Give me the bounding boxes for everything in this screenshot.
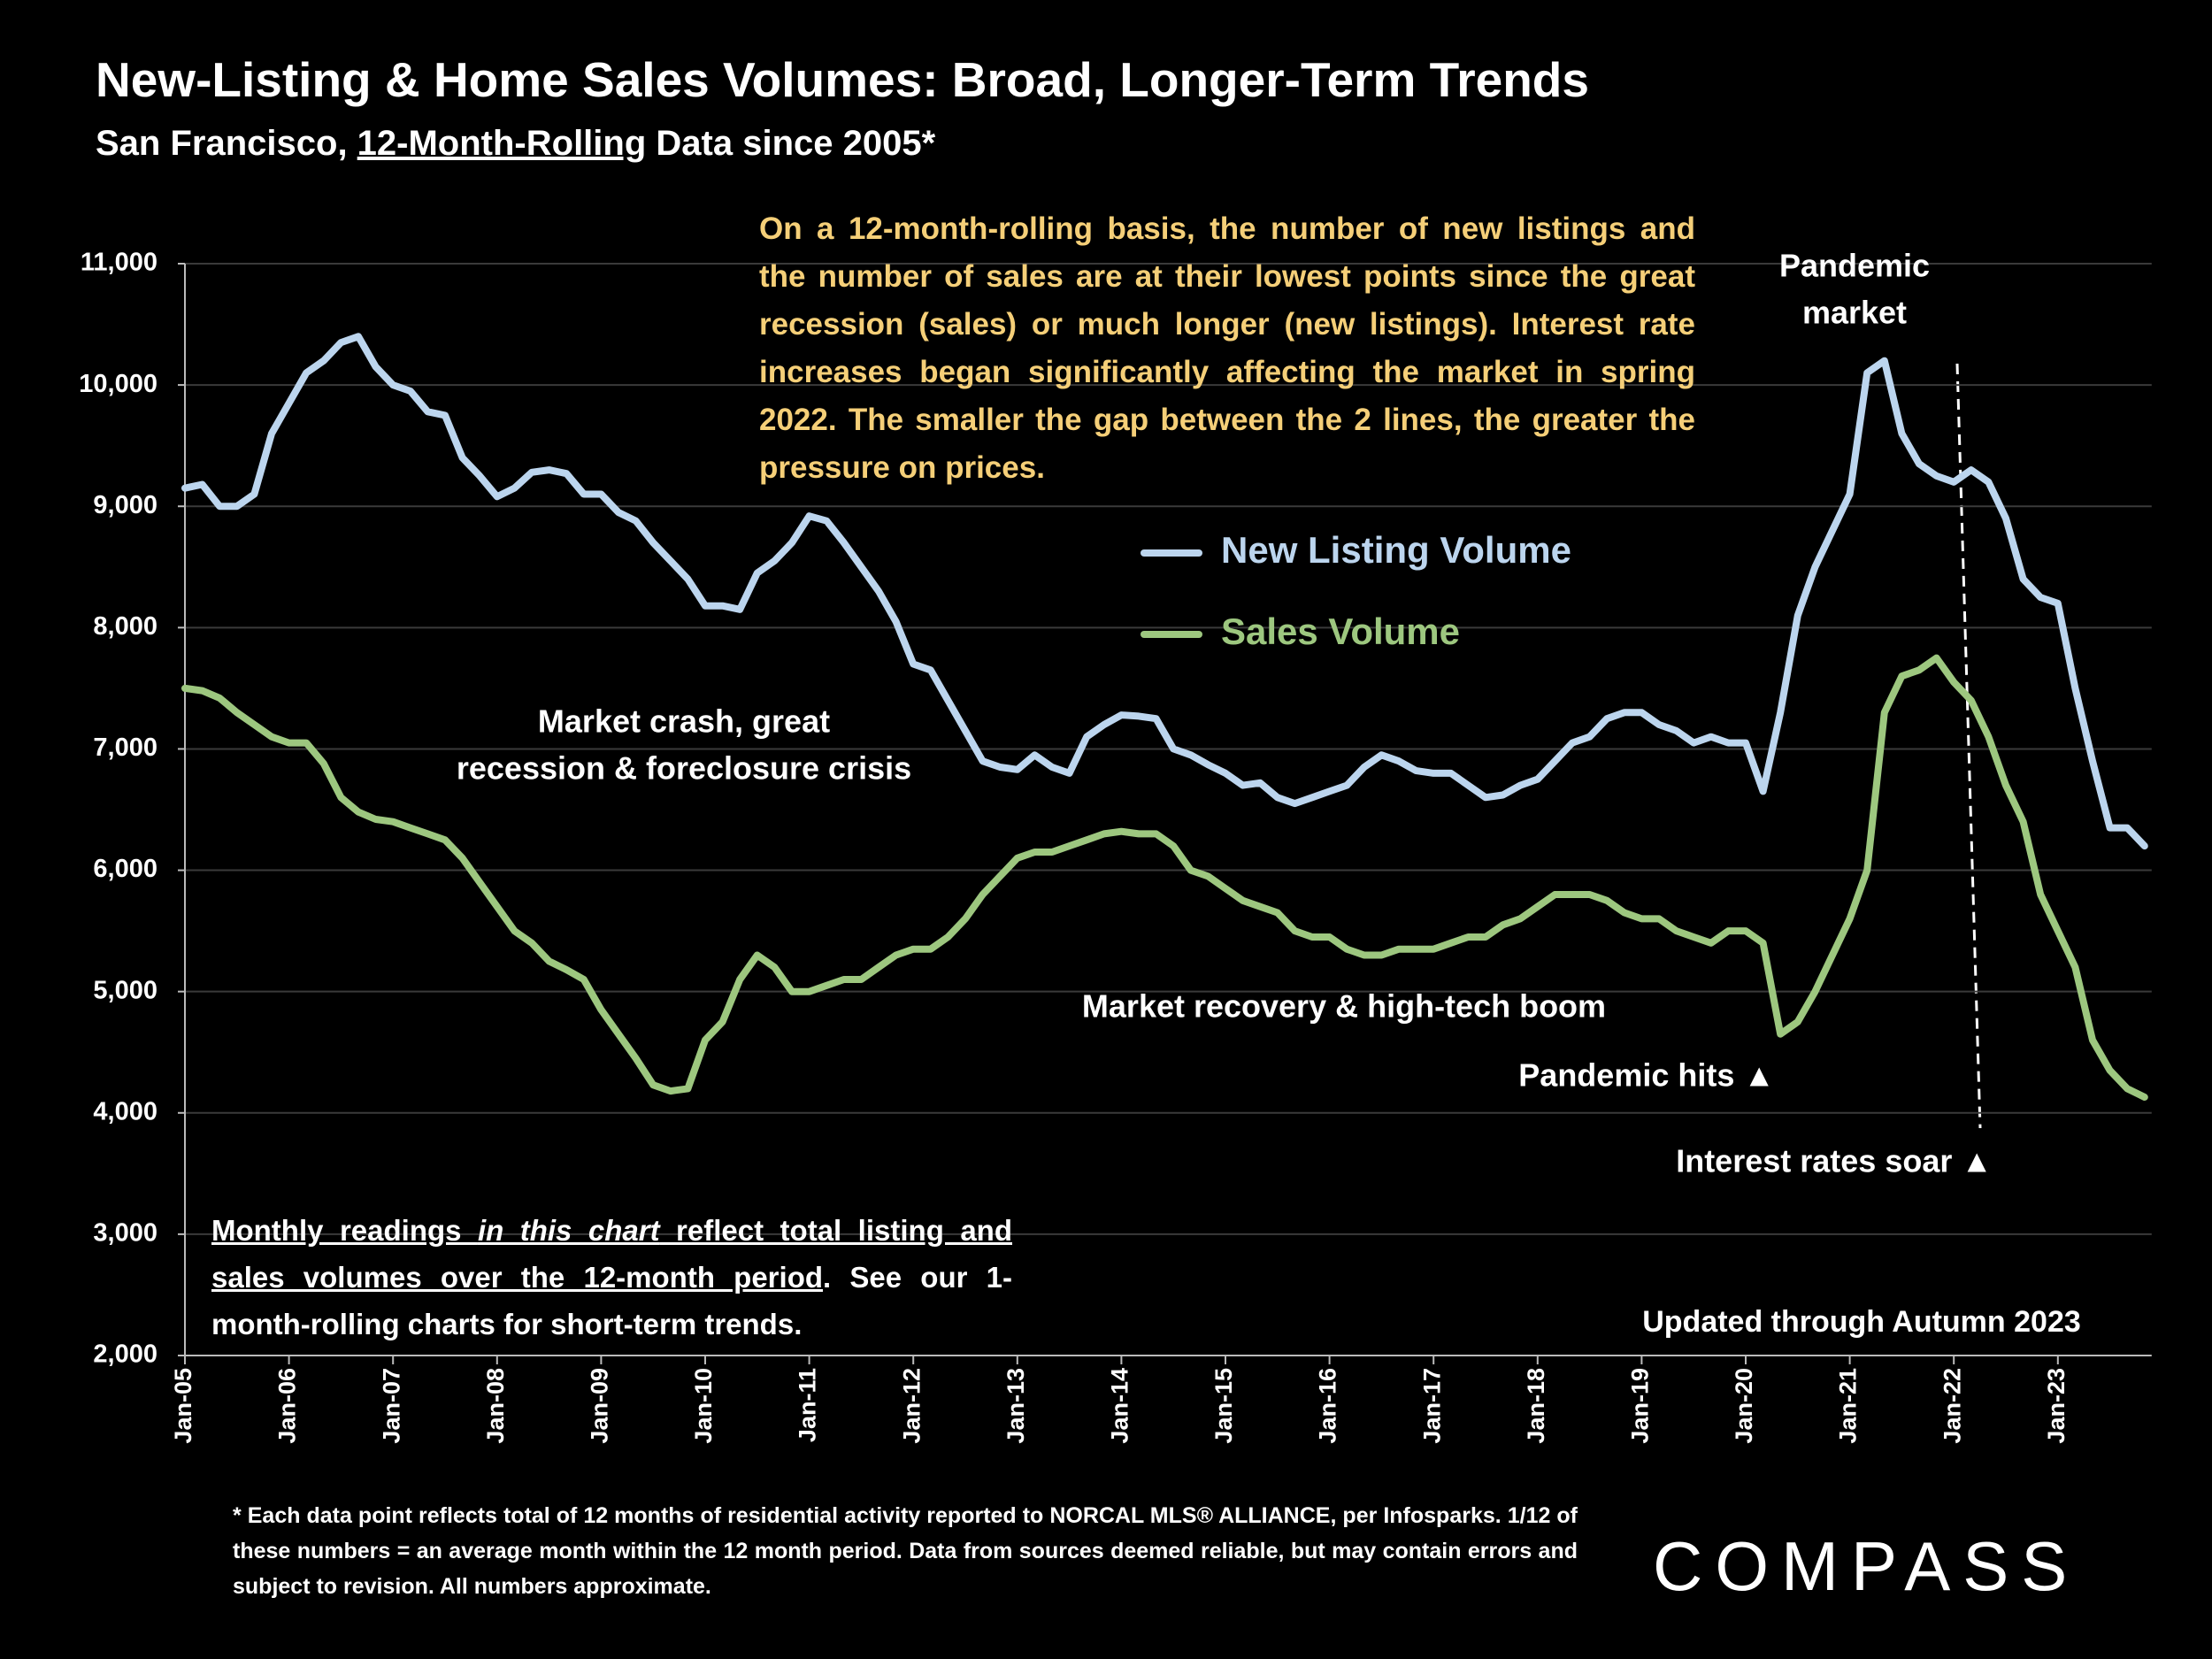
dashed-marker	[1955, 363, 1982, 1129]
annotation: Interest rates soar ▲	[1676, 1143, 1993, 1179]
y-tick-label: 7,000	[93, 733, 157, 762]
legend-label: Sales Volume	[1221, 611, 1460, 652]
annotation: Pandemic	[1779, 248, 1930, 284]
subtitle-part: Data since 2005*	[646, 124, 936, 163]
chart-title: New-Listing & Home Sales Volumes: Broad,…	[96, 52, 1589, 107]
x-tick-label: Jan-12	[898, 1368, 925, 1444]
note-run: Monthly readings	[211, 1214, 478, 1247]
y-tick-label: 2,000	[93, 1340, 157, 1369]
x-tick-label: Jan-07	[378, 1368, 404, 1444]
legend-label: New Listing Volume	[1221, 529, 1571, 571]
x-tick-label: Jan-15	[1210, 1368, 1237, 1444]
x-tick-label: Jan-19	[1627, 1368, 1654, 1444]
x-tick-label: Jan-13	[1002, 1368, 1029, 1444]
annotation: Market crash, great	[538, 703, 830, 740]
y-tick-label: 8,000	[93, 612, 157, 641]
subtitle: San Francisco, 12-Month-Rolling Data sin…	[96, 124, 935, 164]
commentary: On a 12-month-rolling basis, the number …	[759, 211, 1695, 485]
line-series	[181, 654, 2148, 1101]
note-run: in this chart	[477, 1214, 660, 1247]
line-series	[181, 333, 2148, 850]
x-tick-label: Jan-18	[1523, 1368, 1549, 1444]
x-tick-label: Jan-14	[1107, 1368, 1133, 1444]
annotation: Market recovery & high-tech boom	[1082, 988, 1606, 1025]
x-tick-label: Jan-10	[690, 1368, 717, 1444]
subtitle-part: San Francisco,	[96, 124, 357, 163]
y-tick-label: 10,000	[79, 370, 157, 398]
y-tick-label: 6,000	[93, 855, 157, 883]
logo: COMPASS	[1653, 1527, 2080, 1605]
annotation: market	[1802, 295, 1907, 331]
x-tick-label: Jan-17	[1418, 1368, 1445, 1444]
y-tick-label: 3,000	[93, 1219, 157, 1248]
x-tick-label: Jan-20	[1731, 1368, 1757, 1444]
subtitle-part: 12-Month-Rolling	[357, 124, 647, 163]
y-tick-label: 9,000	[93, 491, 157, 519]
annotation: recession & foreclosure crisis	[457, 750, 911, 787]
note-run: . See our 1-month-rolling charts for sho…	[211, 1261, 1012, 1340]
y-tick-label: 5,000	[93, 976, 157, 1004]
annotation: Pandemic hits ▲	[1518, 1057, 1775, 1094]
x-tick-label: Jan-22	[1939, 1368, 1965, 1444]
y-tick-label: 4,000	[93, 1097, 157, 1125]
x-tick-label: Jan-16	[1315, 1368, 1341, 1444]
x-tick-label: Jan-05	[170, 1368, 196, 1444]
x-tick-label: Jan-09	[587, 1368, 613, 1444]
annotation: Updated through Autumn 2023	[1642, 1305, 2081, 1339]
x-tick-label: Jan-23	[2043, 1368, 2070, 1444]
x-tick-label: Jan-11	[795, 1368, 821, 1442]
x-tick-label: Jan-08	[482, 1368, 509, 1444]
x-tick-label: Jan-21	[1835, 1368, 1862, 1444]
y-tick-label: 11,000	[81, 249, 157, 277]
note: Monthly readings in this chart reflect t…	[211, 1207, 1012, 1348]
footnote: * Each data point reflects total of 12 m…	[233, 1503, 1578, 1599]
x-tick-label: Jan-06	[274, 1368, 301, 1444]
note-run: reflect total listing and sales volumes …	[211, 1214, 1012, 1294]
